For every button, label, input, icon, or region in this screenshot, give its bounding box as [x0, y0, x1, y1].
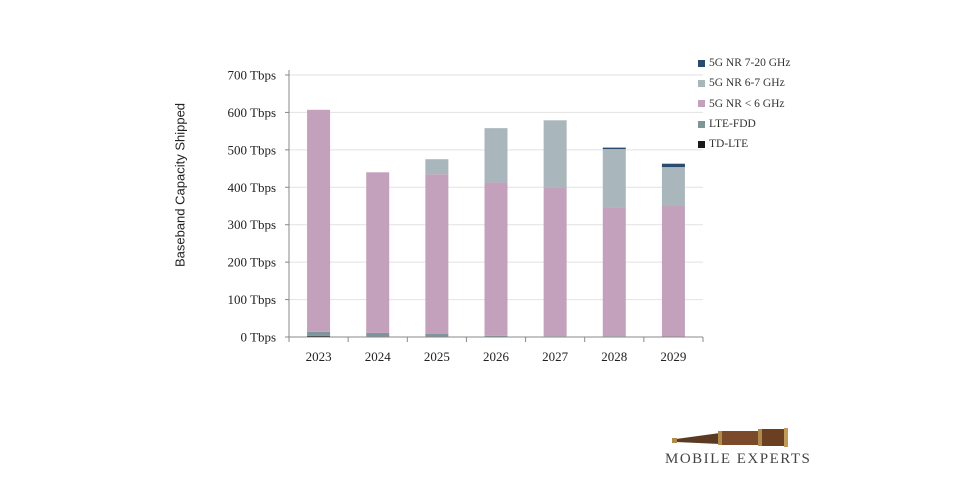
bar-segment-lte-fdd-2026 [484, 335, 508, 337]
y-tick-label: 200 Tbps [227, 255, 276, 270]
bar-segment-5g-nr-6-7-ghz-2029 [661, 167, 685, 206]
bar-segment-5g-nr-6-7-ghz-2025 [425, 159, 449, 175]
bar-segment-lte-fdd-2024 [366, 332, 390, 337]
bar-segment-5g-nr-6-ghz-2029 [661, 206, 685, 337]
x-tick-label: 2025 [424, 349, 450, 364]
x-tick-label: 2028 [601, 349, 627, 364]
bar-segment-5g-nr-6-7-ghz-2028 [602, 149, 626, 208]
y-tick-label: 500 Tbps [227, 142, 276, 157]
bar-segment-5g-nr-7-20-ghz-2028 [602, 147, 626, 150]
x-tick-label: 2027 [542, 349, 569, 364]
legend-swatch [698, 120, 705, 128]
legend-label: 5G NR 6-7 GHz [709, 77, 785, 90]
bar-segment-td-lte-2023 [307, 335, 331, 337]
x-tick-label: 2023 [306, 349, 332, 364]
y-tick-label: 0 Tbps [240, 330, 276, 345]
bar-segment-5g-nr-7-20-ghz-2029 [661, 163, 685, 168]
y-tick-label: 600 Tbps [227, 105, 276, 120]
legend-item: TD-LTE [698, 134, 790, 154]
bar-segment-5g-nr-6-ghz-2023 [307, 109, 331, 332]
legend: 5G NR 7-20 GHz 5G NR 6-7 GHz 5G NR < 6 GHz… [698, 53, 790, 154]
x-tick-label: 2029 [660, 349, 686, 364]
legend-swatch [698, 59, 705, 67]
bar-segment-5g-nr-6-ghz-2026 [484, 182, 508, 336]
y-tick-label: 400 Tbps [227, 180, 276, 195]
legend-swatch [698, 140, 705, 148]
y-tick-label: 300 Tbps [227, 217, 276, 232]
telescope-logo-icon [672, 428, 788, 447]
bar-segment-5g-nr-6-ghz-2024 [366, 172, 390, 333]
bar-segment-5g-nr-6-7-ghz-2026 [484, 128, 508, 183]
bar-segment-5g-nr-6-ghz-2025 [425, 174, 449, 335]
legend-item: 5G NR < 6 GHz [698, 94, 790, 114]
bar-segment-5g-nr-6-7-ghz-2027 [543, 120, 567, 188]
legend-swatch [698, 100, 705, 108]
x-tick-label: 2024 [365, 349, 392, 364]
legend-label: 5G NR < 6 GHz [709, 97, 785, 110]
legend-label: 5G NR 7-20 GHz [709, 57, 791, 70]
y-tick-label: 100 Tbps [227, 292, 276, 307]
y-tick-label: 700 Tbps [227, 68, 276, 83]
bar-segment-lte-fdd-2025 [425, 334, 449, 337]
legend-swatch [698, 79, 705, 87]
legend-item: LTE-FDD [698, 114, 790, 134]
legend-label: LTE-FDD [709, 118, 756, 131]
x-tick-label: 2026 [483, 349, 510, 364]
bar-segment-5g-nr-6-ghz-2027 [543, 187, 567, 337]
bar-segment-lte-fdd-2023 [307, 331, 331, 336]
bar-segment-5g-nr-6-ghz-2028 [602, 207, 626, 337]
y-axis-label: Baseband Capacity Shipped [172, 102, 188, 268]
legend-item: 5G NR 6-7 GHz [698, 73, 790, 93]
legend-item: 5G NR 7-20 GHz [698, 53, 790, 73]
legend-label: TD-LTE [709, 138, 749, 151]
logo-text: MOBILE EXPERTS [665, 451, 812, 467]
